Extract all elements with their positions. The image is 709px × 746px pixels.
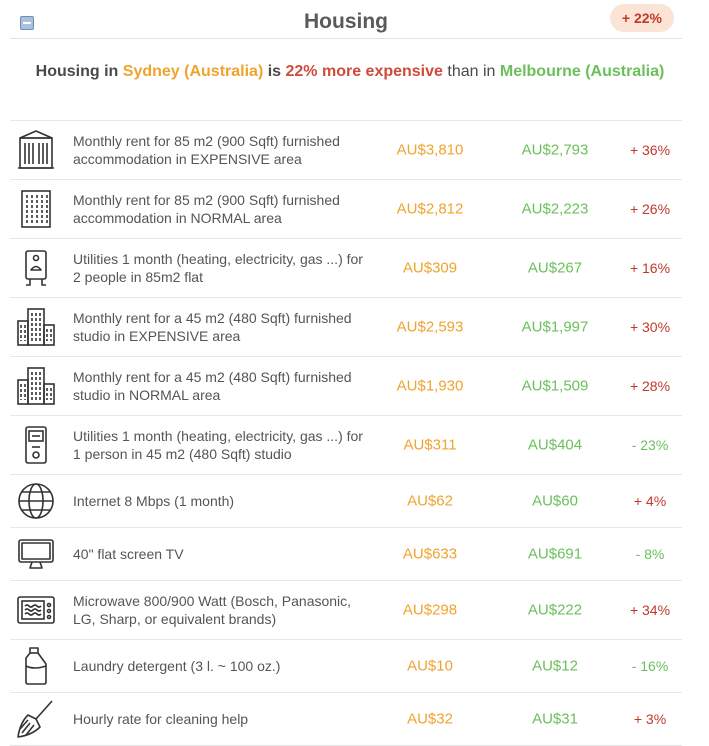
table-row: Hourly rate for cleaning help AU$32 AU$3… xyxy=(10,692,682,746)
summary-city-b: Melbourne (Australia) xyxy=(499,63,665,80)
melbourne-price: AU$2,793 xyxy=(521,141,589,159)
table-row: Monthly rent for 85 m2 (900 Sqft) furnis… xyxy=(10,179,682,238)
item-description: Hourly rate for cleaning help xyxy=(73,711,249,727)
table-row: Internet 8 Mbps (1 month) AU$62 AU$60 + … xyxy=(10,474,682,527)
price-difference: - 16% xyxy=(631,658,669,674)
melbourne-price: AU$404 xyxy=(527,436,583,454)
item-description: Monthly rent for a 45 m2 (480 Sqft) furn… xyxy=(73,369,352,403)
item-description: Utilities 1 month (heating, electricity,… xyxy=(73,428,363,462)
city-buildings-icon xyxy=(14,364,58,408)
overall-difference-badge: + 22% xyxy=(609,4,674,32)
melbourne-price: AU$31 xyxy=(532,710,578,728)
city-buildings-icon xyxy=(14,305,58,349)
sydney-price: AU$633 xyxy=(402,545,458,563)
sydney-price: AU$62 xyxy=(407,492,453,510)
sydney-price: AU$298 xyxy=(402,601,458,619)
table-row: Monthly rent for a 45 m2 (480 Sqft) furn… xyxy=(10,356,682,415)
price-difference: + 3% xyxy=(633,711,667,727)
table-row: Utilities 1 month (heating, electricity,… xyxy=(10,415,682,474)
summary-than: than in xyxy=(442,63,500,80)
sydney-price: AU$32 xyxy=(407,710,453,728)
item-description: 40" flat screen TV xyxy=(73,546,184,562)
summary-city-a: Sydney (Australia) xyxy=(122,63,264,80)
building-icon xyxy=(14,187,58,231)
table-row: Monthly rent for 85 m2 (900 Sqft) furnis… xyxy=(10,120,682,179)
summary-mid: is xyxy=(263,63,286,80)
melbourne-price: AU$2,223 xyxy=(521,200,589,218)
sydney-price: AU$3,810 xyxy=(396,141,464,159)
detergent-bottle-icon xyxy=(14,644,58,688)
broom-icon xyxy=(14,697,58,741)
price-difference: - 23% xyxy=(631,437,669,453)
section-title: Housing xyxy=(304,10,388,33)
table-row: Microwave 800/900 Watt (Bosch, Panasonic… xyxy=(10,580,682,639)
cost-table: Monthly rent for 85 m2 (900 Sqft) furnis… xyxy=(10,120,682,746)
price-difference: + 28% xyxy=(629,378,671,394)
table-row: Monthly rent for a 45 m2 (480 Sqft) furn… xyxy=(10,297,682,356)
globe-icon xyxy=(14,479,58,523)
item-description: Monthly rent for 85 m2 (900 Sqft) furnis… xyxy=(73,133,340,167)
price-difference: + 16% xyxy=(629,260,671,276)
comparison-summary: Housing in Sydney (Australia) is 22% mor… xyxy=(30,60,670,83)
sydney-price: AU$311 xyxy=(403,436,457,454)
item-description: Laundry detergent (3 l. ~ 100 oz.) xyxy=(73,658,281,674)
table-row: Utilities 1 month (heating, electricity,… xyxy=(10,238,682,297)
utilities-meter-icon xyxy=(14,246,58,290)
price-difference: + 34% xyxy=(629,602,671,618)
summary-difference: 22% more expensive xyxy=(285,63,443,80)
expensive-building-icon xyxy=(14,128,58,172)
melbourne-price: AU$1,509 xyxy=(521,377,589,395)
heater-icon xyxy=(14,423,58,467)
sydney-price: AU$309 xyxy=(402,259,458,277)
item-description: Monthly rent for 85 m2 (900 Sqft) furnis… xyxy=(73,192,340,226)
sydney-price: AU$10 xyxy=(407,657,453,675)
item-description: Monthly rent for a 45 m2 (480 Sqft) furn… xyxy=(73,310,352,344)
item-description: Utilities 1 month (heating, electricity,… xyxy=(73,251,363,285)
item-description: Microwave 800/900 Watt (Bosch, Panasonic… xyxy=(73,593,352,627)
collapse-icon[interactable] xyxy=(20,16,34,30)
item-description: Internet 8 Mbps (1 month) xyxy=(73,493,235,509)
section-header: Housing + 22% xyxy=(10,0,682,39)
price-difference: + 4% xyxy=(633,493,667,509)
sydney-price: AU$1,930 xyxy=(396,377,464,395)
sydney-price: AU$2,593 xyxy=(396,318,464,336)
table-row: Laundry detergent (3 l. ~ 100 oz.) AU$10… xyxy=(10,639,682,692)
melbourne-price: AU$60 xyxy=(532,492,578,510)
melbourne-price: AU$691 xyxy=(527,545,583,563)
melbourne-price: AU$12 xyxy=(532,657,578,675)
melbourne-price: AU$222 xyxy=(527,601,583,619)
sydney-price: AU$2,812 xyxy=(396,200,464,218)
price-difference: + 26% xyxy=(629,201,671,217)
table-row: 40" flat screen TV AU$633 AU$691 - 8% xyxy=(10,527,682,580)
price-difference: + 30% xyxy=(629,319,671,335)
tv-icon xyxy=(14,532,58,576)
melbourne-price: AU$267 xyxy=(527,259,583,277)
price-difference: + 36% xyxy=(629,142,671,158)
microwave-icon xyxy=(14,588,58,632)
price-difference: - 8% xyxy=(635,546,665,562)
summary-prefix: Housing in xyxy=(35,63,123,80)
melbourne-price: AU$1,997 xyxy=(521,318,589,336)
